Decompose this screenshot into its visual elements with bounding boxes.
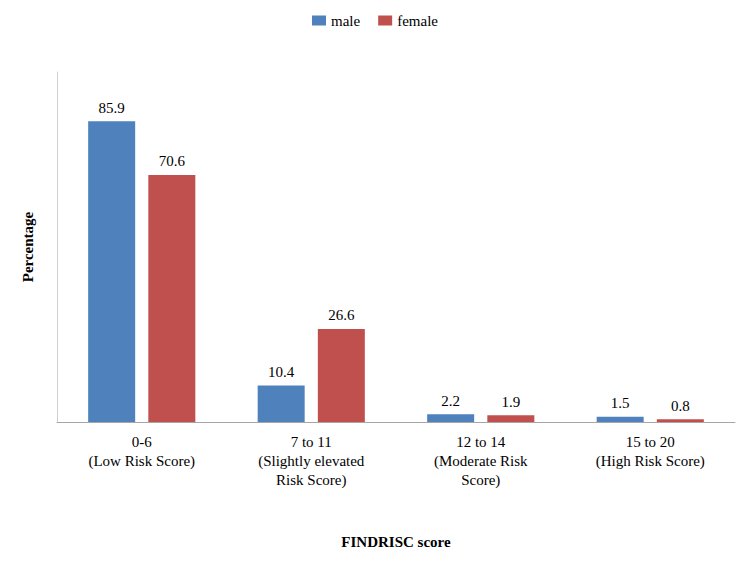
svg-text:Risk Score): Risk Score) bbox=[276, 472, 346, 489]
svg-text:0.8: 0.8 bbox=[671, 398, 690, 414]
svg-text:12 to 14: 12 to 14 bbox=[456, 434, 506, 450]
svg-text:7 to 11: 7 to 11 bbox=[291, 434, 332, 450]
svg-text:male: male bbox=[331, 13, 360, 29]
svg-text:2.2: 2.2 bbox=[441, 393, 460, 409]
svg-text:Score): Score) bbox=[461, 472, 500, 489]
svg-text:85.9: 85.9 bbox=[99, 100, 125, 116]
svg-text:1.5: 1.5 bbox=[611, 395, 630, 411]
svg-text:(Low Risk Score): (Low Risk Score) bbox=[88, 453, 195, 470]
svg-text:15 to 20: 15 to 20 bbox=[626, 434, 675, 450]
svg-text:10.4: 10.4 bbox=[268, 364, 295, 380]
svg-text:0-6: 0-6 bbox=[132, 434, 152, 450]
svg-text:female: female bbox=[397, 13, 438, 29]
svg-text:(Slightly elevated: (Slightly elevated bbox=[258, 453, 365, 470]
svg-text:(Moderate Risk: (Moderate Risk bbox=[434, 453, 528, 470]
svg-text:FINDRISC score: FINDRISC score bbox=[341, 534, 451, 550]
svg-text:70.6: 70.6 bbox=[159, 153, 186, 169]
svg-text:1.9: 1.9 bbox=[501, 394, 520, 410]
svg-text:Percentage: Percentage bbox=[20, 211, 36, 282]
svg-text:26.6: 26.6 bbox=[328, 307, 355, 323]
svg-text:(High Risk Score): (High Risk Score) bbox=[596, 453, 705, 470]
